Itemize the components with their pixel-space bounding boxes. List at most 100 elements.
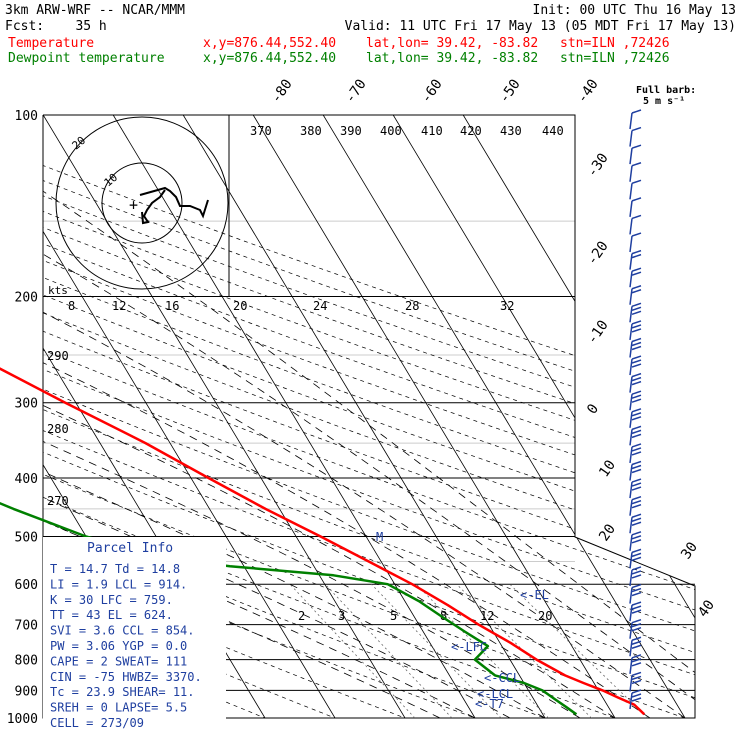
isotherm xyxy=(182,115,546,718)
dew-legend-latlon: lat,lon= 39.42, -83.82 xyxy=(366,51,539,66)
wind-barb xyxy=(629,460,642,481)
wind-barb xyxy=(629,337,642,358)
theta-label-partial: 370 xyxy=(250,124,272,138)
isotherm xyxy=(43,115,406,718)
theta-label: 380 xyxy=(300,124,322,138)
mixing-ratio-label: 20 xyxy=(538,609,552,623)
isotherm xyxy=(322,115,686,718)
parcel-info-row: TT = 43 EL = 624. xyxy=(50,608,173,622)
wind-barb xyxy=(629,671,642,692)
hodograph-ring-label-10: 10 xyxy=(102,171,121,189)
dry-adiabat xyxy=(43,115,695,718)
parcel-info-box xyxy=(43,537,226,730)
isotherm-label: 20 xyxy=(596,521,619,544)
isotherm-label: -80 xyxy=(268,76,296,106)
theta-side-label: 290 xyxy=(47,349,69,363)
theta-label: 420 xyxy=(460,124,482,138)
mixing-ratio-label: 12 xyxy=(480,609,494,623)
temperature-profile xyxy=(0,367,646,716)
pressure-label-500: 500 xyxy=(15,530,38,545)
parcel-info-row: K = 30 LFC = 759. xyxy=(50,593,173,607)
moist-adiabat xyxy=(43,115,581,718)
marker-ccl: <-CCL xyxy=(484,671,520,685)
wind-barb xyxy=(629,618,642,639)
mixing-ratio-line xyxy=(416,583,549,718)
hodograph-center-cross: + xyxy=(129,196,138,214)
wind-barb xyxy=(629,109,642,130)
hodograph-speed-label: 8 xyxy=(68,299,75,313)
mixing-ratio-line xyxy=(324,583,453,718)
theta-side-label: 280 xyxy=(47,422,69,436)
temp-legend-stn: stn=ILN ,72426 xyxy=(560,36,670,51)
wind-barb xyxy=(629,232,642,253)
pressure-label-600: 600 xyxy=(15,578,38,593)
wind-barb xyxy=(629,179,642,200)
isotherm xyxy=(462,115,695,718)
wind-barb xyxy=(629,566,642,587)
moist-adiabat xyxy=(43,115,695,718)
pressure-label-300: 300 xyxy=(15,397,38,412)
parcel-info-row: LI = 1.9 LCL = 914. xyxy=(50,577,187,591)
wind-barb xyxy=(629,162,642,182)
parcel-info-title: Parcel Info xyxy=(87,541,173,556)
wind-barb xyxy=(629,513,642,534)
hodograph-trace xyxy=(139,186,209,225)
dry-adiabat xyxy=(43,115,695,718)
isotherm-label: -20 xyxy=(584,238,612,268)
isotherm-label: 10 xyxy=(596,457,619,480)
isotherm-label: 40 xyxy=(695,597,718,620)
wind-barb xyxy=(629,548,642,569)
dewpoint-profile xyxy=(0,501,578,716)
moist-adiabat xyxy=(43,115,546,718)
wind-barb xyxy=(629,144,642,165)
barb-legend-line1: Full barb: xyxy=(636,85,696,96)
pressure-label-1000: 1000 xyxy=(7,712,38,727)
wind-barb xyxy=(629,654,642,674)
dry-adiabat xyxy=(43,115,368,718)
parcel-info-row: PW = 3.06 YGP = 0.0 xyxy=(50,639,187,653)
hodograph-speed-label: 28 xyxy=(405,299,419,313)
parcel-info-row: SVI = 3.6 CCL = 854. xyxy=(50,624,195,638)
hodograph-speed-label: 32 xyxy=(500,299,514,313)
wind-barb xyxy=(629,636,642,657)
moist-adiabat xyxy=(43,115,686,718)
wind-barb xyxy=(629,425,642,446)
marker-t7: <-T7 xyxy=(475,697,504,711)
mixing-ratio-label: 5 xyxy=(390,609,397,623)
dew-legend-xy: x,y=876.44,552.40 xyxy=(203,51,337,66)
isotherm xyxy=(43,115,336,718)
dry-adiabat xyxy=(43,115,695,718)
wind-barb xyxy=(629,197,642,217)
wind-barb xyxy=(629,443,642,464)
marker-el: <-EL xyxy=(520,588,549,602)
parcel-info-row: CAPE = 2 SWEAT= 111 xyxy=(50,654,187,668)
isotherm-label: -40 xyxy=(574,76,602,106)
parcel-info-row: CIN = -75 HWBZ= 3370. xyxy=(50,670,202,684)
theta-label: 400 xyxy=(380,124,402,138)
wind-barb xyxy=(629,267,642,288)
mixing-ratio-line xyxy=(456,583,592,718)
theta-label: 410 xyxy=(421,124,443,138)
marker-lfc: <-LFC xyxy=(451,640,487,654)
wind-barb xyxy=(629,302,642,323)
isotherm xyxy=(252,115,616,718)
mixing-ratio-label: 2 xyxy=(298,609,305,623)
pressure-label-700: 700 xyxy=(15,619,38,634)
mixing-ratio-line xyxy=(509,583,649,718)
dry-adiabat xyxy=(43,115,695,718)
mixing-ratio-label: 8 xyxy=(440,609,447,623)
isotherm-label: -60 xyxy=(418,76,446,106)
marker-m: M xyxy=(376,530,383,544)
wind-barb xyxy=(629,214,642,235)
wind-barb xyxy=(629,408,642,428)
wind-barb xyxy=(629,478,642,499)
isotherm-label: -30 xyxy=(584,150,612,180)
wind-barb xyxy=(629,372,642,393)
hodograph-speed-label: 20 xyxy=(233,299,247,313)
pressure-label-100: 100 xyxy=(15,109,38,124)
init-time: Init: 00 UTC Thu 16 May 13 xyxy=(532,3,737,18)
wind-barb xyxy=(629,495,642,516)
temp-legend-xy: x,y=876.44,552.40 xyxy=(203,36,337,51)
dew-legend-label: Dewpoint temperature xyxy=(8,51,165,66)
wind-barb xyxy=(629,689,642,710)
